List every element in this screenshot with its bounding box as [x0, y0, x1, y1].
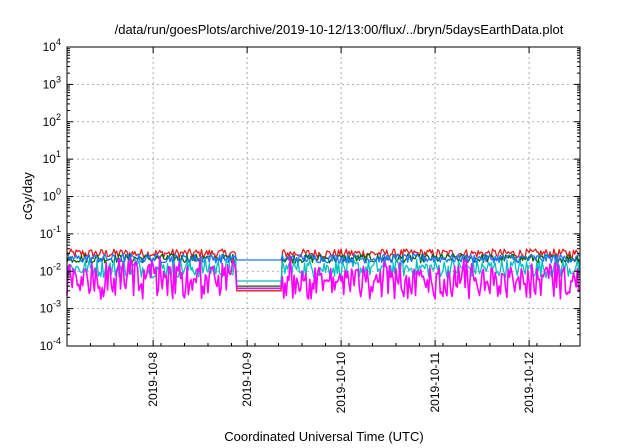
y-tick-label: 101 [43, 149, 61, 166]
y-tick-label: 102 [43, 112, 61, 129]
x-tick-label: 2019-10-8 [146, 352, 160, 407]
x-tick-label: 2019-10-9 [240, 352, 254, 407]
y-axis: 10-4 10-3 10-2 10-1 100 101 102 103 104 [40, 37, 61, 353]
series-line [66, 253, 581, 264]
grid [67, 47, 580, 346]
x-axis-label: Coordinated Universal Time (UTC) [224, 429, 423, 444]
series-line [66, 258, 581, 282]
x-tick-label: 2019-10-11 [428, 352, 442, 413]
x-axis: 2019-10-8 2019-10-9 2019-10-10 2019-10-11 20… [146, 352, 536, 414]
y-tick-label: 10-4 [40, 336, 61, 353]
y-tick-label: 100 [43, 187, 61, 204]
y-axis-label: cGy/day [20, 172, 35, 220]
y-tick-label: 10-3 [40, 299, 61, 316]
x-tick-label: 2019-10-12 [522, 352, 536, 414]
x-tick-label: 2019-10-10 [334, 352, 348, 414]
y-tick-label: 104 [43, 37, 61, 54]
axis-ticks [66, 46, 580, 347]
y-tick-label: 103 [43, 74, 61, 91]
y-tick-label: 10-1 [40, 224, 61, 241]
y-tick-label: 10-2 [40, 261, 61, 278]
series-line [66, 248, 581, 292]
plot-area [66, 248, 581, 300]
series-line [66, 255, 581, 300]
chart-title: /data/run/goesPlots/archive/2019-10-12/1… [115, 22, 564, 37]
